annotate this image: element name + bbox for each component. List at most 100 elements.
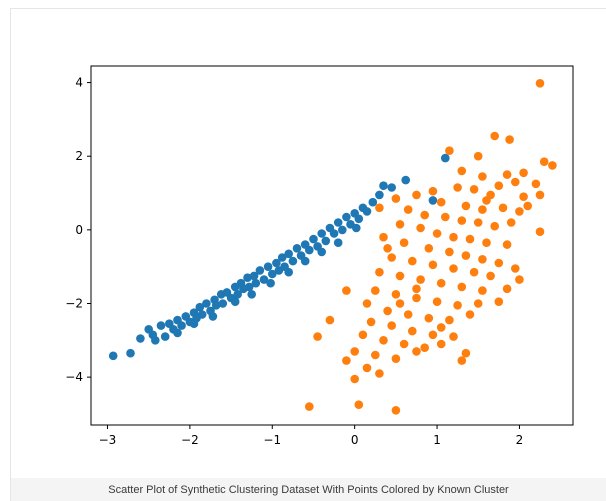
point-series-1	[445, 146, 454, 155]
point-series-1	[362, 363, 372, 373]
point-series-0	[368, 197, 378, 207]
point-series-1	[387, 253, 397, 262]
point-series-1	[403, 205, 413, 214]
point-series-1	[453, 301, 462, 310]
point-series-1	[478, 254, 487, 264]
point-series-0	[441, 153, 450, 163]
point-series-0	[233, 290, 242, 299]
point-series-1	[445, 315, 454, 325]
point-series-1	[408, 326, 417, 336]
point-series-0	[288, 256, 298, 266]
point-series-1	[461, 251, 471, 260]
point-series-0	[263, 262, 273, 272]
point-series-1	[383, 244, 392, 253]
point-series-1	[461, 201, 471, 211]
point-series-1	[412, 284, 421, 294]
y-axis: 4 2 0 −2 −4	[65, 76, 91, 384]
point-series-0	[284, 249, 294, 259]
point-series-1	[478, 286, 487, 295]
point-series-1	[391, 406, 401, 415]
point-series-1	[457, 216, 467, 225]
point-series-1	[391, 354, 401, 364]
point-series-1	[457, 356, 467, 365]
point-series-1	[375, 203, 384, 213]
point-series-0	[202, 299, 211, 308]
point-series-0	[428, 196, 438, 205]
scatter-chart: −3 −2 −1 0 1 2 4 2 0 −2 −4	[65, 65, 574, 447]
point-series-1	[548, 161, 557, 170]
point-series-0	[338, 225, 347, 235]
point-series-0	[354, 214, 364, 224]
point-series-1	[379, 336, 388, 345]
x-tick-label: −3	[99, 433, 117, 447]
point-series-0	[277, 253, 287, 262]
point-series-0	[151, 336, 160, 345]
point-series-1	[432, 297, 442, 307]
point-series-0	[211, 301, 221, 310]
point-series-1	[342, 356, 351, 365]
point-series-1	[371, 350, 380, 360]
point-series-0	[218, 299, 228, 308]
point-series-1	[478, 205, 487, 214]
point-series-0	[249, 271, 259, 281]
point-series-1	[436, 197, 446, 207]
point-series-0	[333, 218, 343, 227]
y-tick-label: 0	[75, 223, 83, 237]
point-series-1	[511, 177, 520, 187]
point-series-1	[436, 278, 446, 288]
point-series-0	[362, 207, 372, 216]
point-series-1	[375, 267, 384, 277]
point-series-1	[506, 218, 516, 227]
point-series-1	[424, 313, 434, 323]
point-series-0	[272, 258, 281, 268]
point-series-0	[401, 175, 411, 185]
point-series-0	[251, 278, 261, 288]
point-series-1	[486, 271, 495, 281]
point-series-0	[352, 223, 361, 233]
point-series-1	[494, 297, 504, 307]
point-series-1	[535, 79, 545, 88]
point-series-1	[428, 330, 438, 340]
point-series-1	[371, 286, 380, 295]
point-series-1	[482, 238, 491, 247]
point-series-0	[126, 348, 135, 358]
point-series-1	[453, 183, 462, 192]
point-series-1	[505, 135, 514, 144]
point-series-1	[473, 218, 483, 227]
point-series-1	[469, 267, 479, 277]
point-series-0	[208, 312, 218, 321]
axes-box	[90, 65, 574, 426]
point-series-1	[354, 400, 364, 410]
point-series-0	[317, 229, 327, 238]
point-series-0	[284, 267, 294, 277]
point-series-1	[511, 264, 520, 273]
point-series-1	[490, 221, 500, 231]
x-tick-label: −1	[263, 433, 281, 447]
figure-caption: Scatter Plot of Synthetic Clustering Dat…	[10, 478, 606, 501]
x-tick-label: 1	[433, 433, 441, 447]
point-series-1	[395, 299, 405, 308]
point-series-0	[177, 321, 186, 330]
point-series-0	[321, 236, 331, 246]
point-series-1	[424, 244, 434, 253]
points-layer	[108, 79, 557, 415]
point-series-0	[309, 234, 318, 244]
point-series-1	[490, 131, 500, 141]
point-series-1	[502, 284, 512, 294]
point-series-0	[329, 229, 339, 238]
point-series-0	[255, 266, 265, 275]
point-series-0	[333, 238, 343, 247]
point-series-1	[395, 271, 405, 281]
point-series-0	[268, 269, 277, 279]
point-series-1	[436, 339, 446, 349]
point-series-1	[412, 293, 421, 303]
y-tick-label: 4	[75, 76, 83, 90]
point-series-1	[313, 332, 322, 341]
point-series-1	[379, 232, 388, 242]
point-series-1	[403, 310, 413, 319]
point-series-0	[136, 334, 145, 343]
point-series-1	[358, 330, 368, 340]
point-series-1	[461, 348, 471, 358]
point-series-1	[428, 186, 438, 196]
point-series-0	[317, 247, 327, 257]
